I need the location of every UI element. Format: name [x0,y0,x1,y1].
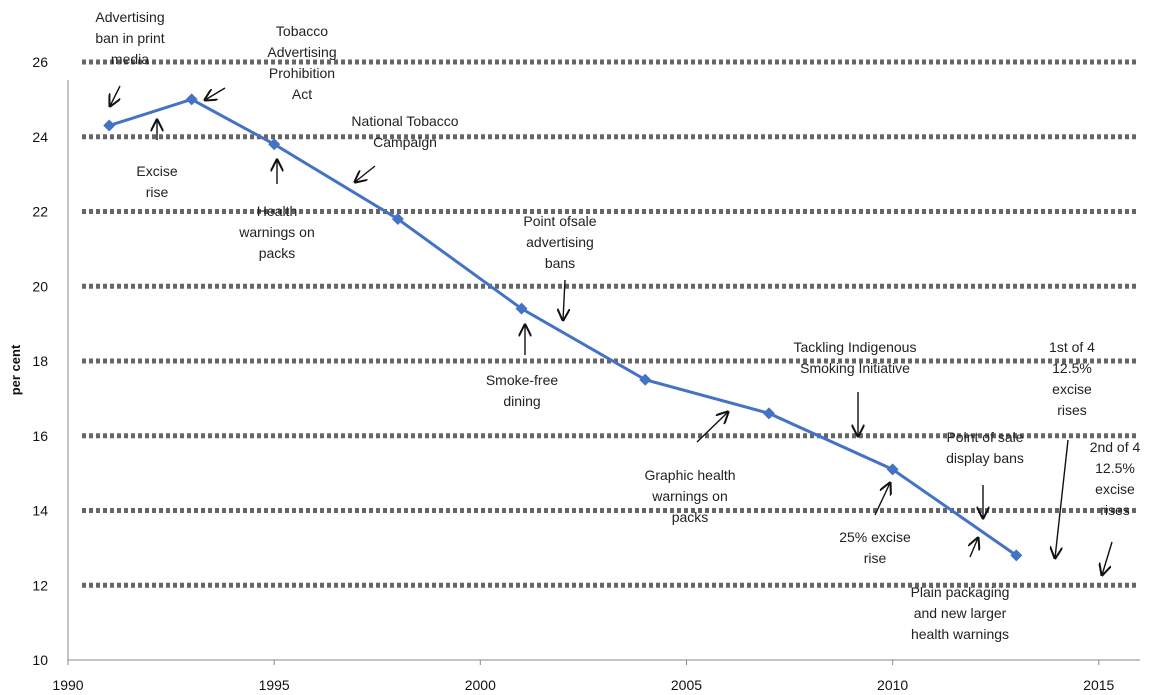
annotation-line: Smoking Initiative [800,360,910,376]
axes [67,80,1140,661]
annotation-line: excise [1052,381,1092,397]
annotation-second-excise-rise: 2nd of 4 12.5% excise rises [1090,439,1141,575]
x-tick-label: 2000 [465,677,496,693]
annotation-line: Campaign [373,134,437,150]
y-tick-label: 26 [32,54,48,70]
annotation-arrow [110,85,120,106]
y-tick-label: 14 [32,503,48,519]
annotation-line: Advertising [95,9,164,25]
annotation-line: Tackling Indigenous [794,339,917,355]
annotation-arrow [1102,541,1113,575]
annotation-tobacco-advertising-prohibition: Tobacco Advertising Prohibition Act [205,23,337,102]
annotation-line: rise [864,550,887,566]
annotation-line: excise [1095,481,1135,497]
annotation-line: display bans [946,450,1024,466]
y-tick-label: 24 [32,129,48,145]
x-tick-label: 2005 [671,677,702,693]
y-tick-label: 18 [32,353,48,369]
annotation-line: Excise [136,163,177,179]
annotation-line: Point ofsale [523,213,596,229]
annotation-line: rises [1100,502,1130,518]
y-tick-label: 10 [32,652,48,668]
annotation-tackling-indigenous: Tackling Indigenous Smoking Initiative [794,339,917,436]
data-point [515,302,528,315]
annotation-graphic-health-warnings: Graphic health warnings on packs [644,412,736,525]
annotation-arrow [696,412,728,443]
x-tick-label: 2010 [877,677,908,693]
x-tick-label: 2015 [1083,677,1114,693]
y-tick-label: 20 [32,278,48,294]
annotation-point-of-sale-advertising: Point ofsale advertising bans [523,213,597,320]
annotation-line: advertising [526,234,594,250]
annotation-advertising-ban-print: Advertising ban in print media [95,9,165,106]
annotation-line: 1st of 4 [1049,339,1095,355]
annotation-national-tobacco-campaign: National Tobacco Campaign [351,113,459,182]
annotation-line: packs [672,509,709,525]
series-line-path [108,97,1018,557]
annotation-line: rise [146,184,169,200]
data-point [103,119,116,132]
x-tick-label: 1995 [259,677,290,693]
y-tick-label: 16 [32,428,48,444]
annotation-line: Tobacco [276,23,328,39]
annotation-line: media [111,51,149,67]
annotation-first-excise-rise: 1st of 4 12.5% excise rises [1049,339,1095,558]
annotation-line: Point of sale [946,429,1023,445]
annotation-line: 12.5% [1052,360,1092,376]
annotation-line: and new larger [914,605,1007,621]
data-point [268,138,281,151]
y-tick-labels: 10 12 14 16 18 20 22 24 26 [32,54,48,668]
annotation-arrow [874,483,890,516]
annotation-arrow [563,279,565,320]
data-point [886,463,899,476]
annotation-line: Advertising [267,44,336,60]
annotation-line: Act [292,86,312,102]
y-tick-label: 12 [32,577,48,593]
annotation-line: dining [503,393,540,409]
annotation-excise-rise: Excise rise [136,120,178,200]
annotation-line: Graphic health [644,467,735,483]
data-point [185,93,198,106]
annotation-line: warnings on [651,488,728,504]
data-point [391,212,404,225]
annotation-line: packs [259,245,296,261]
annotation-arrow [1055,439,1069,558]
y-axis-label: per cent [8,344,23,395]
annotation-arrow [355,165,376,182]
data-point [1010,549,1023,562]
annotation-point-of-sale-display: Point of sale display bans [946,429,1024,518]
annotations: Advertising ban in print media Tobacco Adver… [95,9,1140,642]
annotation-line: rises [1057,402,1087,418]
annotation-excise-25: 25% excise rise [839,483,911,566]
x-tick-labels: 1990 1995 2000 2005 2010 2015 [52,660,1115,693]
annotation-line: Plain packaging [911,584,1010,600]
series-line [103,93,1023,562]
annotation-line: Health [257,203,297,219]
annotation-line: 25% excise [839,529,911,545]
annotation-plain-packaging: Plain packaging and new larger health warn… [911,538,1010,642]
annotation-arrow [970,538,978,558]
annotation-line: ban in print [95,30,164,46]
annotation-smoke-free-dining: Smoke-free dining [486,325,559,409]
annotation-line: National Tobacco [351,113,458,129]
gridlines [82,59,1136,588]
annotation-line: warnings on [238,224,315,240]
annotation-line: 12.5% [1095,460,1135,476]
annotation-line: bans [545,255,575,271]
data-point [639,373,652,386]
data-point [762,407,775,420]
annotation-line: Prohibition [269,65,335,81]
x-tick-label: 1990 [52,677,83,693]
annotation-arrow [205,87,226,100]
y-tick-label: 22 [32,204,48,220]
annotation-line: 2nd of 4 [1090,439,1141,455]
annotation-line: health warnings [911,626,1009,642]
annotation-health-warnings: Health warnings on packs [238,160,315,261]
annotation-line: Smoke-free [486,372,559,388]
